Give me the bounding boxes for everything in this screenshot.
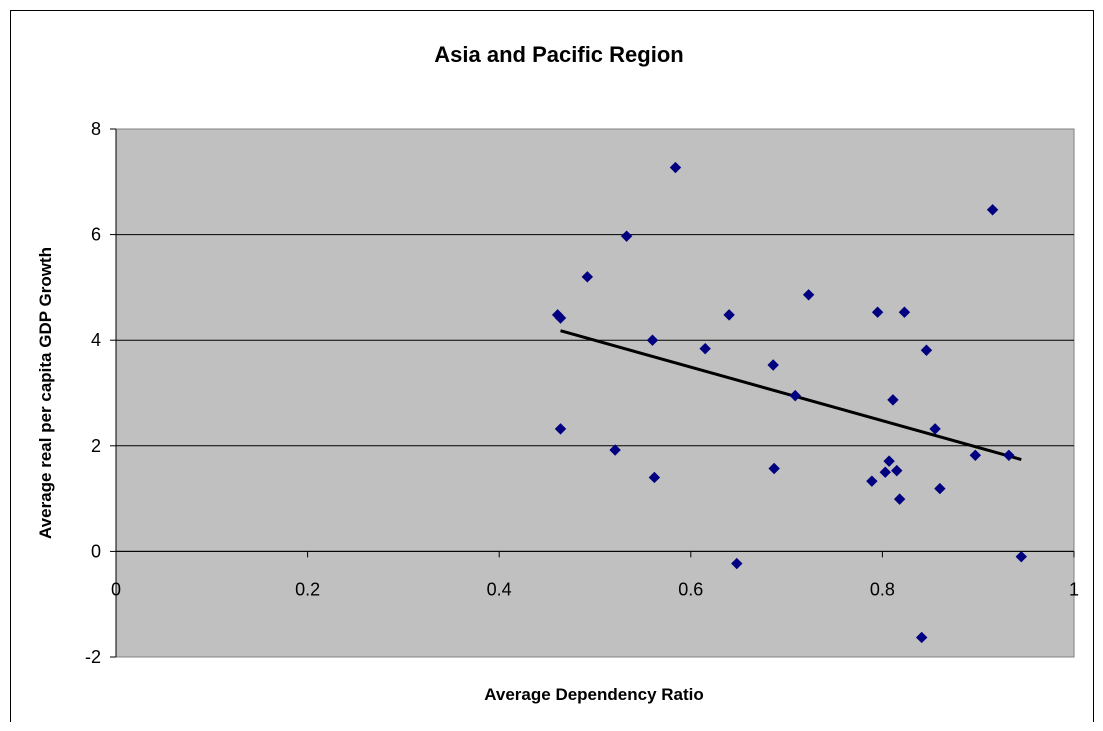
- data-point: [887, 394, 899, 406]
- x-tick-label: 0: [111, 579, 121, 599]
- y-tick-label: 0: [91, 541, 101, 561]
- gridlines: [115, 129, 1074, 657]
- x-tick-label: 1: [1069, 579, 1079, 599]
- data-point: [648, 471, 661, 484]
- y-tick-label: 8: [91, 119, 101, 139]
- data-point: [609, 444, 621, 456]
- data-point: [879, 466, 891, 478]
- data-point: [669, 161, 682, 174]
- data-point: [934, 482, 946, 495]
- data-point: [871, 306, 884, 318]
- data-point: [1003, 449, 1015, 462]
- y-axis-ticks: -2 0 2 4 6 8: [85, 119, 116, 667]
- x-tick-label: 0.4: [487, 579, 512, 599]
- y-axis-label: Average real per capita GDP Growth: [36, 247, 55, 539]
- data-point: [883, 455, 895, 467]
- data-point: [915, 631, 928, 644]
- y-tick-label: 6: [91, 225, 101, 245]
- data-point: [893, 493, 906, 505]
- data-point: [898, 306, 911, 318]
- data-points: [551, 161, 1028, 644]
- x-tick-label: 0.8: [870, 579, 895, 599]
- data-point: [969, 449, 982, 462]
- data-point: [891, 464, 903, 477]
- data-point: [789, 389, 801, 402]
- data-point: [554, 312, 567, 324]
- y-tick-label: 2: [91, 436, 101, 456]
- data-point: [802, 289, 815, 301]
- x-axis-label: Average Dependency Ratio: [484, 685, 704, 704]
- chart-area: [10, 10, 1094, 722]
- data-point: [646, 334, 659, 346]
- x-axis-ticks: 0 0.2 0.4 0.6 0.8 1: [111, 551, 1079, 599]
- data-point: [554, 423, 567, 435]
- data-point: [767, 359, 779, 371]
- data-point: [866, 475, 878, 487]
- data-point: [620, 230, 633, 242]
- data-point: [920, 344, 933, 356]
- data-point: [1015, 550, 1028, 563]
- data-point: [986, 204, 999, 216]
- data-point: [768, 462, 780, 475]
- x-tick-label: 0.6: [678, 579, 703, 599]
- data-point: [731, 557, 743, 570]
- data-point: [581, 271, 594, 283]
- x-tick-label: 0.2: [295, 579, 320, 599]
- data-point: [723, 309, 735, 321]
- chart-title: Asia and Pacific Region: [434, 42, 683, 67]
- y-tick-label: 4: [91, 330, 101, 350]
- data-point: [929, 423, 941, 435]
- data-point: [699, 342, 711, 355]
- plot-area: [115, 128, 1075, 658]
- y-tick-label: -2: [85, 647, 101, 667]
